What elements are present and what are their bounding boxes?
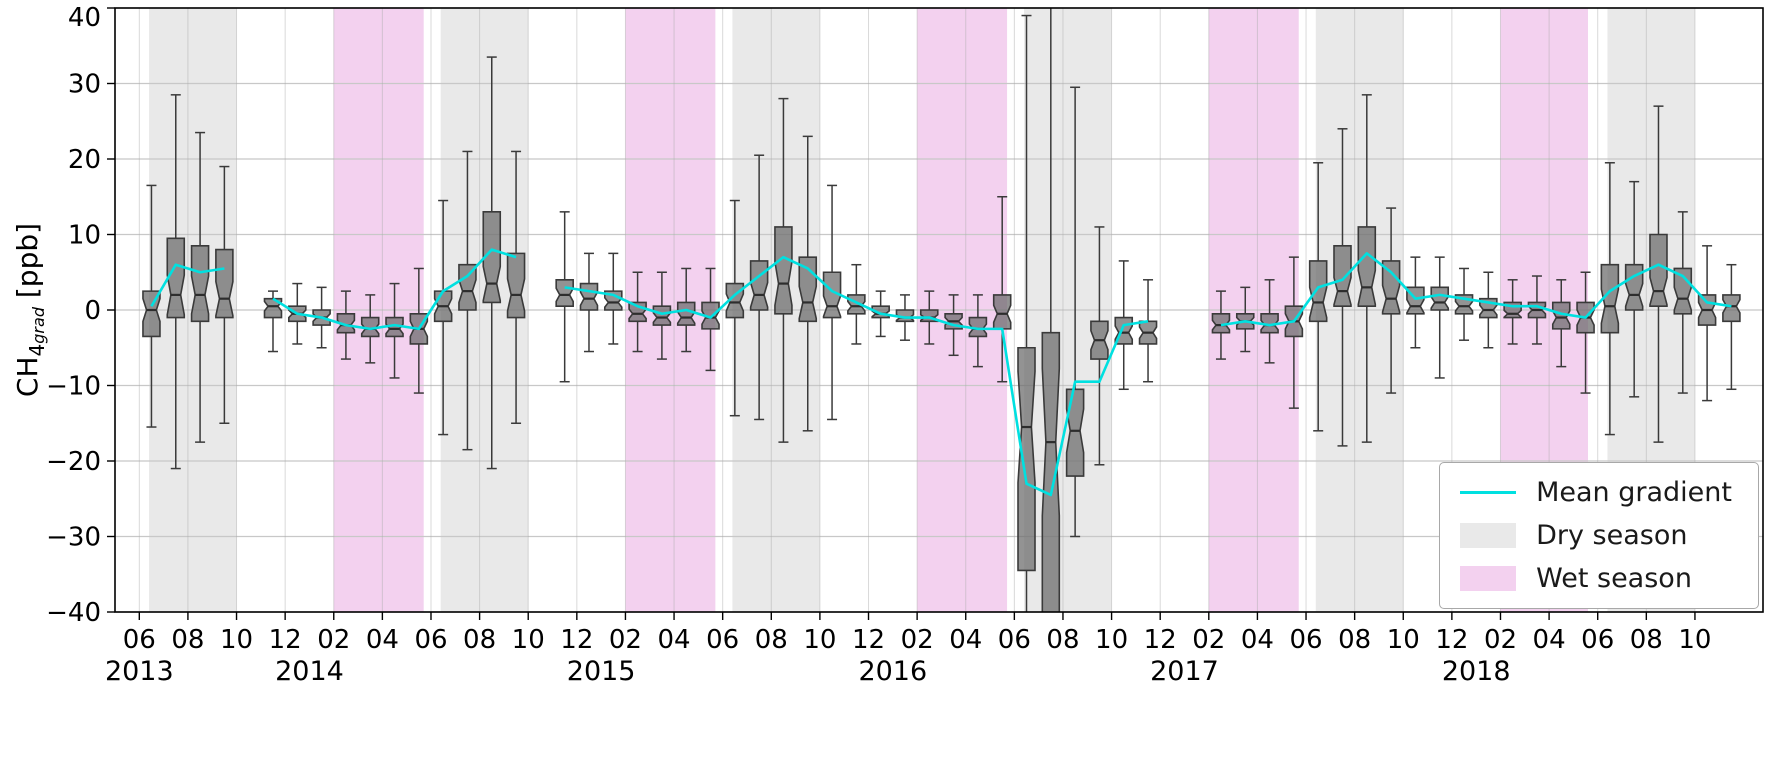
svg-text:08: 08 (1338, 625, 1371, 655)
svg-text:12: 12 (1144, 625, 1177, 655)
svg-text:30: 30 (68, 70, 101, 100)
svg-text:04: 04 (1533, 625, 1566, 655)
svg-text:02: 02 (317, 625, 350, 655)
wet-season-swatch (1460, 566, 1517, 591)
svg-text:0: 0 (84, 296, 101, 326)
svg-text:10: 10 (220, 625, 253, 655)
legend-item-wet-season: Wet season (1460, 563, 1732, 594)
legend-label-mean-gradient: Mean gradient (1536, 477, 1732, 508)
svg-text:10: 10 (1387, 625, 1420, 655)
svg-text:06: 06 (1289, 625, 1322, 655)
svg-text:06: 06 (706, 625, 739, 655)
svg-text:04: 04 (949, 625, 982, 655)
legend-item-mean-gradient: Mean gradient (1460, 477, 1732, 508)
svg-text:06: 06 (414, 625, 447, 655)
svg-text:2017: 2017 (1150, 656, 1219, 687)
svg-text:10: 10 (1095, 625, 1128, 655)
svg-text:08: 08 (1630, 625, 1663, 655)
svg-text:10: 10 (68, 221, 101, 251)
svg-text:04: 04 (366, 625, 399, 655)
svg-text:−10: −10 (46, 372, 101, 402)
svg-text:12: 12 (1435, 625, 1468, 655)
svg-text:02: 02 (901, 625, 934, 655)
svg-text:2015: 2015 (567, 656, 636, 687)
svg-text:04: 04 (658, 625, 691, 655)
legend-item-dry-season: Dry season (1460, 520, 1732, 551)
svg-text:2014: 2014 (275, 656, 344, 687)
svg-text:−30: −30 (46, 523, 101, 553)
svg-text:20: 20 (68, 145, 101, 175)
svg-text:02: 02 (1192, 625, 1225, 655)
svg-text:10: 10 (803, 625, 836, 655)
svg-text:12: 12 (269, 625, 302, 655)
svg-text:02: 02 (1484, 625, 1517, 655)
svg-text:02: 02 (609, 625, 642, 655)
svg-text:−40: −40 (46, 598, 101, 628)
legend-label-wet-season: Wet season (1536, 563, 1692, 594)
svg-text:−20: −20 (46, 447, 101, 477)
dry-season-swatch (1460, 523, 1517, 548)
svg-text:2013: 2013 (105, 656, 174, 687)
svg-text:08: 08 (1046, 625, 1079, 655)
svg-text:10: 10 (512, 625, 545, 655)
svg-text:40: 40 (68, 3, 101, 33)
svg-text:10: 10 (1678, 625, 1711, 655)
svg-text:12: 12 (852, 625, 885, 655)
svg-text:08: 08 (171, 625, 204, 655)
svg-text:12: 12 (560, 625, 593, 655)
legend: Mean gradient Dry season Wet season (1439, 462, 1759, 609)
svg-text:08: 08 (755, 625, 788, 655)
svg-text:2016: 2016 (858, 656, 927, 687)
svg-text:06: 06 (123, 625, 156, 655)
svg-text:06: 06 (1581, 625, 1614, 655)
svg-text:08: 08 (463, 625, 496, 655)
svg-text:04: 04 (1241, 625, 1274, 655)
legend-label-dry-season: Dry season (1536, 520, 1688, 551)
svg-text:2018: 2018 (1442, 656, 1511, 687)
mean-line-swatch (1460, 491, 1517, 494)
y-axis-label: CH4grad [ppb] (11, 222, 49, 398)
svg-text:06: 06 (998, 625, 1031, 655)
